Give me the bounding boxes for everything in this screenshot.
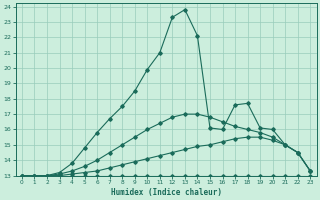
X-axis label: Humidex (Indice chaleur): Humidex (Indice chaleur) bbox=[111, 188, 221, 197]
